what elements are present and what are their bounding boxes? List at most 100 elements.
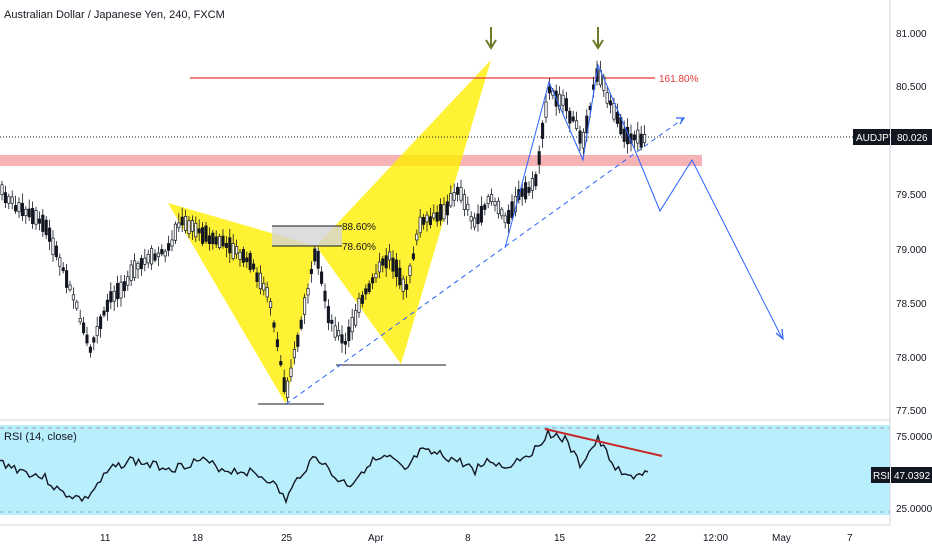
candle-body <box>405 284 409 290</box>
candle-body <box>581 131 585 149</box>
candle-body <box>456 186 460 195</box>
candle-body <box>133 260 137 279</box>
candle-body <box>24 208 28 216</box>
candle-body <box>394 259 398 278</box>
candle-body <box>316 250 320 269</box>
candle-body <box>313 248 317 262</box>
candle-body <box>184 216 188 231</box>
candle-body <box>435 212 439 222</box>
price-tick: 80.500 <box>896 82 927 93</box>
candle-body <box>204 225 208 242</box>
candle-body <box>459 186 463 201</box>
candle-body <box>153 253 157 261</box>
down-arrow-icon <box>592 27 604 50</box>
candle-body <box>194 223 198 238</box>
candle-body <box>340 334 344 344</box>
candle-body <box>292 349 296 359</box>
candle-body <box>558 93 562 110</box>
svg-text:80.026: 80.026 <box>897 133 928 144</box>
candle-body <box>343 340 347 345</box>
candle-body <box>289 367 293 377</box>
candle-body <box>3 192 7 204</box>
svg-text:AUDJPY: AUDJPY <box>856 133 896 144</box>
price-tick: 78.000 <box>896 353 927 364</box>
candle-body <box>520 188 524 197</box>
candle-body <box>622 128 626 142</box>
candle-body <box>609 100 613 106</box>
candle-body <box>306 288 310 296</box>
last-price-badge: AUDJPY 80.026 <box>853 129 932 145</box>
candle-body <box>527 187 531 193</box>
candle-body <box>48 227 52 242</box>
rsi-title: RSI (14, close) <box>4 431 77 443</box>
candle-body <box>462 194 466 210</box>
candle-body <box>374 273 378 279</box>
rsi-pane-background <box>0 425 890 515</box>
candle-body <box>146 254 150 264</box>
rsi-tick: 25.0000 <box>896 504 932 515</box>
candle-body <box>490 194 494 202</box>
time-tick: 11 <box>100 533 111 544</box>
down-arrow-icon <box>485 27 497 50</box>
candle-body <box>354 310 358 326</box>
fib-retracement-box <box>272 226 342 246</box>
candle-body <box>269 301 273 309</box>
candle-body <box>357 297 361 313</box>
candle-body <box>541 122 545 139</box>
candle-body <box>425 214 429 223</box>
fib-label-786: 78.60% <box>342 242 376 253</box>
candle-body <box>95 326 99 337</box>
candle-body <box>139 258 143 270</box>
candle-body <box>54 245 58 258</box>
candle-body <box>612 103 616 120</box>
candle-body <box>71 294 75 301</box>
candle-body <box>320 271 324 284</box>
time-tick: 8 <box>465 533 471 544</box>
time-tick: 15 <box>554 533 566 544</box>
candle-body <box>27 208 31 218</box>
dashed-trendline <box>285 117 685 405</box>
rsi-badge: RSI 47.0392 <box>871 467 932 483</box>
candle-body <box>112 290 116 302</box>
candle-body <box>571 116 575 122</box>
time-tick: 7 <box>847 533 853 544</box>
candle-body <box>78 318 82 323</box>
candle-body <box>578 130 582 144</box>
candle-body <box>524 182 528 200</box>
candle-body <box>190 220 194 232</box>
candle-body <box>547 86 551 94</box>
time-tick: May <box>772 533 791 544</box>
harmonic-bcd-triangle <box>316 60 491 364</box>
candle-body <box>534 174 538 187</box>
candle-body <box>238 251 242 260</box>
candle-body <box>197 228 201 234</box>
candle-body <box>367 283 371 292</box>
time-tick: 12:00 <box>703 533 728 544</box>
candle-body <box>401 278 405 292</box>
candle-body <box>452 192 456 201</box>
candle-body <box>252 263 256 270</box>
candle-body <box>116 283 120 300</box>
candle-body <box>37 218 41 224</box>
candle-body <box>561 94 565 106</box>
candle-body <box>122 281 126 292</box>
candle-body <box>129 264 133 281</box>
candle-body <box>381 258 385 266</box>
time-axis[interactable]: 11 18 25 Apr 8 15 22 12:00 May 7 <box>100 533 853 544</box>
trendline-arrowhead <box>676 117 686 125</box>
time-tick: 18 <box>192 533 204 544</box>
candle-body <box>330 319 334 324</box>
candle-body <box>187 220 191 234</box>
time-tick: Apr <box>368 533 384 544</box>
candle-body <box>303 297 307 315</box>
candle-body <box>228 237 232 254</box>
price-axis[interactable]: 81.000 80.500 79.500 79.000 78.500 78.00… <box>896 29 927 417</box>
candle-body <box>109 291 113 303</box>
fib-label-161: 161.80% <box>659 74 699 85</box>
price-tick: 79.000 <box>896 245 927 256</box>
candle-body <box>476 213 480 225</box>
candle-body <box>214 236 218 245</box>
candle-body <box>643 134 647 144</box>
candle-body <box>265 287 269 298</box>
candle-body <box>10 196 14 204</box>
